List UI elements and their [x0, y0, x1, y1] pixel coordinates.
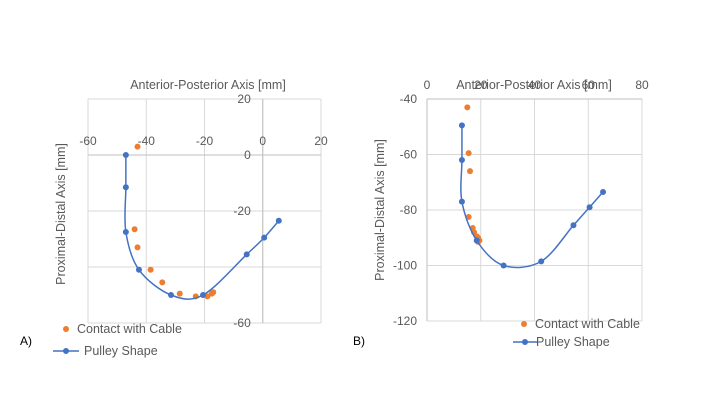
pulley-point: [570, 222, 577, 229]
x-tick-label: -40: [138, 134, 156, 148]
pulley-shape-line: [124, 155, 280, 300]
pulley-shape-line: [460, 125, 604, 269]
chart-a-legend: Contact with Cable Pulley Shape: [53, 322, 182, 358]
pulley-point: [458, 122, 465, 129]
pulley-point: [275, 217, 282, 224]
pulley-point: [261, 234, 268, 241]
legend-contact-marker: [63, 326, 69, 332]
pulley-point: [458, 157, 465, 164]
y-tick-label: -60: [233, 316, 251, 330]
chart-a-y-title: Proximal-Distal Axis [mm]: [54, 143, 68, 285]
x-tick-label: 40: [528, 78, 542, 92]
contact-point: [210, 289, 217, 296]
chart-b-ticks: 0 20 40 60 80 -40 -60 -80 -100 -120: [393, 78, 649, 328]
y-tick-label: -80: [400, 203, 418, 217]
x-tick-label: 0: [424, 78, 431, 92]
y-tick-label: 20: [237, 92, 251, 106]
chart-a-grid: [87, 98, 322, 324]
pulley-point: [122, 152, 129, 158]
contact-point: [465, 213, 472, 220]
contact-point: [147, 266, 154, 273]
pulley-point: [122, 229, 129, 235]
legend-contact-marker: [521, 321, 527, 327]
chart-b-legend: Contact with Cable Pulley Shape: [513, 317, 640, 349]
chart-a: Anterior-Posterior Axis [mm] Proximal-Di…: [20, 78, 328, 358]
chart-a-x-title: Anterior-Posterior Axis [mm]: [130, 78, 286, 92]
panel-label-a: A): [20, 334, 32, 348]
legend-pulley-marker: [522, 339, 528, 345]
x-tick-label: 60: [582, 78, 596, 92]
legend-pulley-label: Pulley Shape: [536, 335, 610, 349]
y-tick-label: -60: [400, 148, 418, 162]
x-tick-label: 20: [314, 134, 328, 148]
contact-point: [464, 104, 471, 111]
pulley-point: [600, 188, 607, 195]
contact-point: [176, 290, 183, 297]
x-tick-label: -60: [79, 134, 97, 148]
contact-point: [467, 168, 473, 175]
chart-b-x-title: Anterior-Posterior Axis [mm]: [456, 78, 612, 92]
contact-point: [159, 279, 166, 286]
x-tick-label: 0: [259, 134, 266, 148]
chart-b-axes: [426, 98, 642, 321]
legend-contact-label: Contact with Cable: [77, 322, 182, 336]
chart-a-series: [122, 143, 282, 300]
legend-pulley-label: Pulley Shape: [84, 344, 158, 358]
chart-b: Anterior-Posterior Axis [mm] Proximal-Di…: [353, 78, 649, 349]
y-tick-label: -120: [393, 314, 417, 328]
x-tick-label: 20: [474, 78, 488, 92]
x-tick-label: -20: [196, 134, 214, 148]
y-tick-label: -40: [400, 92, 418, 106]
contact-point: [134, 244, 141, 251]
chart-a-ticks: -60 -40 -20 0 20 20 0 -20 -60: [79, 92, 328, 330]
y-tick-label: -20: [233, 204, 251, 218]
pulley-point: [200, 292, 207, 298]
y-tick-label: 0: [244, 148, 251, 162]
pulley-point: [135, 266, 142, 273]
pulley-point: [586, 204, 593, 211]
legend-pulley-marker: [63, 348, 69, 354]
x-tick-label: 80: [635, 78, 649, 92]
chart-b-grid: [426, 98, 643, 322]
chart-b-series: [458, 104, 607, 269]
pulley-point: [243, 251, 250, 258]
contact-point: [465, 150, 472, 157]
contact-point: [134, 143, 141, 150]
panel-label-b: B): [353, 334, 365, 348]
legend-contact-label: Contact with Cable: [535, 317, 640, 331]
pulley-point: [473, 237, 480, 244]
pulley-point: [500, 262, 507, 269]
pulley-point: [122, 184, 129, 191]
contact-point: [131, 226, 138, 233]
pulley-point: [458, 198, 465, 205]
chart-b-y-title: Proximal-Distal Axis [mm]: [373, 139, 387, 281]
pulley-point: [168, 292, 175, 298]
pulley-point: [538, 258, 545, 265]
y-tick-label: -100: [393, 259, 417, 273]
